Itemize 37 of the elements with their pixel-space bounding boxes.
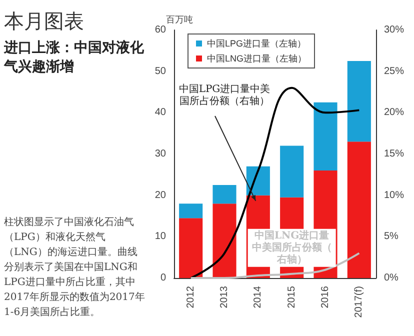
bar	[280, 146, 304, 198]
bar	[347, 61, 371, 142]
x-tick-label: 2015	[286, 286, 298, 308]
y2-tick-label: 10%	[384, 190, 404, 201]
y-tick-label: 20	[154, 190, 166, 201]
series-label: 中国LNG进口量中美国所占份额（右轴）	[252, 229, 332, 266]
x-tick-label: 2017(f)	[354, 286, 365, 318]
y2-tick-label: 15%	[384, 148, 404, 160]
bar	[179, 218, 203, 278]
line-series	[190, 252, 360, 279]
x-tick-label: 2016	[320, 286, 331, 308]
y2-tick-label: 30%	[384, 24, 404, 36]
x-tick-label: 2012	[185, 286, 196, 308]
y-tick-label: 40	[154, 107, 166, 118]
y2-tick-label: 0%	[384, 272, 399, 284]
text: 柱状图显示了中国液化石油气（LPG）和液化天然气（LNG）的海运进口量。曲线分别表示了美国在中国LNG和LPG进口量中所占比重，其中2017年所显示的数值为2017年1-6月美国所占比重。	[4, 216, 146, 320]
x-tick-label: 2014	[252, 286, 264, 308]
y-tick-label: 50	[154, 66, 166, 77]
bar	[212, 185, 236, 204]
y-tick-label: 10	[154, 231, 166, 242]
bar	[212, 204, 236, 278]
legend-label: 中国LNG进口量（左轴）	[207, 54, 307, 64]
y-tick-label: 30	[154, 148, 166, 160]
chart-title: 本月图表	[4, 8, 85, 35]
x-tick-label: 2013	[219, 286, 230, 308]
bar	[314, 102, 338, 171]
text: 进口上涨：中国对液化气兴趣渐增	[4, 39, 145, 77]
y-axis-title: 百万吨	[166, 14, 193, 24]
legend-label: 中国LPG进口量（左轴）	[207, 38, 306, 48]
series-label: 中国LPG进口量中美国所占份额（右轴）	[174, 84, 274, 108]
y2-tick-label: 5%	[384, 231, 399, 242]
y-tick-label: 0	[160, 272, 166, 284]
y2-tick-label: 25%	[384, 66, 404, 77]
y2-tick-label: 20%	[384, 107, 404, 118]
bar	[347, 142, 371, 278]
bar	[179, 204, 203, 218]
y-tick-label: 60	[154, 24, 166, 36]
